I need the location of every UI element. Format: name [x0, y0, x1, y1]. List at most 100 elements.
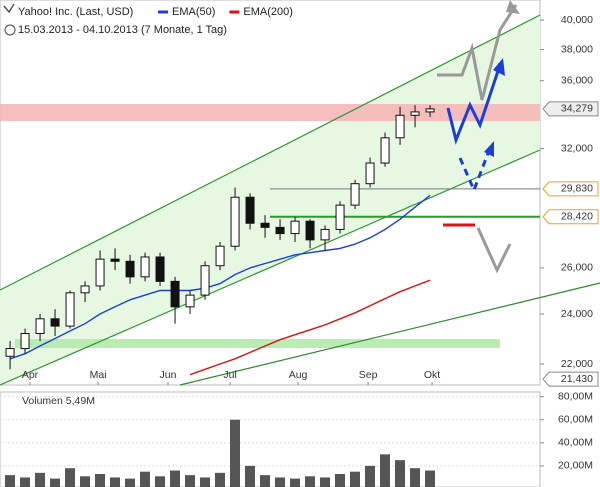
candle-body [155, 256, 165, 282]
candle-body [185, 294, 195, 308]
candle-body [80, 285, 90, 294]
volume-bar [215, 472, 225, 487]
level-box [542, 371, 599, 387]
volume-bar [110, 477, 120, 487]
y-tick-label: 60,00M [558, 413, 593, 425]
icon [3, 3, 15, 14]
x-tick-label: Mai [90, 369, 107, 381]
candle-body [365, 162, 375, 185]
x-tick-label: Jul [223, 369, 236, 381]
candle-body [215, 245, 225, 267]
volume-bar [320, 477, 330, 487]
x-tick-label: Jun [160, 369, 177, 381]
header: Yahoo! Inc. (Last, USD) 15.03.2013 - 04.… [3, 3, 227, 36]
level-label: 28,420 [561, 211, 593, 223]
volume-bar [395, 460, 405, 487]
volume-bar [245, 465, 255, 487]
volume-bar [380, 454, 390, 487]
x-tick-label: Okt [424, 369, 440, 381]
candle-body [260, 222, 270, 228]
channel-upper [0, 14, 541, 291]
y-tick-label: 40,00M [558, 437, 593, 449]
level-box [542, 209, 599, 225]
arrow-head [506, 0, 520, 14]
candle-body [20, 332, 30, 350]
level-label: 34,279 [561, 103, 593, 115]
volume-panel [0, 391, 541, 487]
chart-title: Yahoo! Inc. (Last, USD) [18, 6, 133, 18]
candle-body [275, 226, 285, 235]
volume-bar [155, 476, 165, 487]
candle-body [140, 256, 150, 278]
legend-label: EMA(50) [172, 6, 215, 18]
x-tick-label: Apr [22, 369, 39, 381]
candle-body [380, 137, 390, 164]
volume-bar [275, 477, 285, 487]
candle-body [125, 260, 135, 278]
candle-body [335, 204, 345, 230]
x-tick-label: Aug [289, 369, 308, 381]
volume-bar [140, 471, 150, 487]
scenario-arrow-gray-down [476, 227, 512, 274]
volume-title: Volumen 5,49M [22, 395, 95, 407]
candle-body [350, 183, 360, 206]
volume-bar [65, 468, 75, 487]
y-tick-label: 38,000 [561, 43, 593, 55]
candle-body [50, 318, 60, 327]
volume-bar [20, 477, 30, 487]
scenario-arrow-gray [437, 4, 518, 101]
volume-bar [125, 478, 135, 487]
volume-bar [260, 475, 270, 487]
candle-body [95, 258, 105, 287]
clock-icon [4, 24, 16, 36]
volume-bar [170, 470, 180, 487]
volume-bar [365, 465, 375, 487]
ema-line [189, 279, 431, 376]
volume-bar [230, 419, 240, 487]
ema-line [9, 194, 431, 360]
candle-body [395, 114, 405, 139]
subtitle: 15.03.2013 - 04.10.2013 (7 Monate, 1 Tag… [18, 24, 227, 36]
y-tick-label: 80,00M [558, 390, 593, 402]
volume-bar [290, 478, 300, 487]
y-tick-label: 22,000 [561, 358, 593, 370]
candle-body [65, 292, 75, 327]
candle-body [410, 111, 420, 116]
scenario-arrow-blue [446, 64, 502, 145]
y-tick-label: 32,000 [561, 142, 593, 154]
y-tick-label: 26,000 [561, 262, 593, 274]
volume-bar [80, 476, 90, 487]
y-tick-label: 20,00M [558, 460, 593, 472]
level-box [542, 181, 599, 197]
support-zone [15, 339, 500, 348]
candle-body [425, 108, 435, 113]
candle-body [245, 196, 255, 224]
volume-bar [335, 473, 345, 487]
candle-body [110, 258, 120, 262]
legend-label: EMA(200) [243, 6, 293, 18]
x-tick-label: Sep [359, 369, 378, 381]
y-tick-label: 36,000 [561, 74, 593, 86]
volume-bar [425, 470, 435, 487]
arrow-head [484, 141, 494, 157]
candle-body [320, 228, 330, 241]
volume-bar [185, 475, 195, 487]
volume-bar [350, 471, 360, 487]
level-label: 29,830 [561, 183, 593, 195]
long-trend-line [179, 282, 600, 386]
volume-bar [5, 475, 15, 487]
candle-body [200, 265, 210, 296]
candle-body [170, 280, 180, 308]
candle-body [5, 348, 15, 357]
scenario-arrow-dashed [458, 147, 492, 194]
candle-body [230, 196, 240, 247]
volume-bar [50, 478, 60, 487]
arrow-head [493, 58, 505, 76]
volume-bar [95, 473, 105, 487]
volume-bar [305, 476, 315, 487]
candle-body [305, 220, 315, 241]
level-box [542, 101, 599, 117]
volume-bar [35, 472, 45, 487]
candle-body [35, 318, 45, 334]
